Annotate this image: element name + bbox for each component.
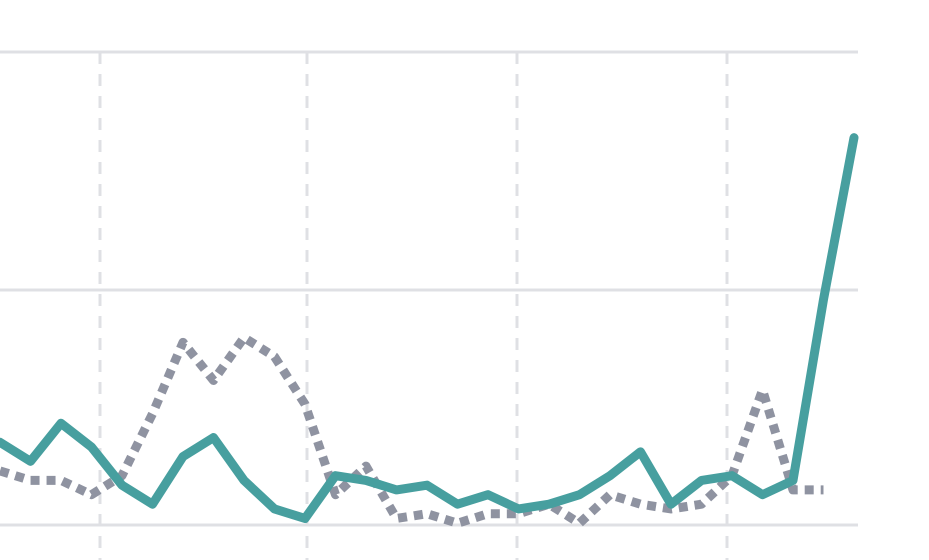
series-line-solid bbox=[0, 133, 859, 523]
series-lines bbox=[0, 133, 859, 528]
series-line-dotted bbox=[0, 333, 824, 528]
